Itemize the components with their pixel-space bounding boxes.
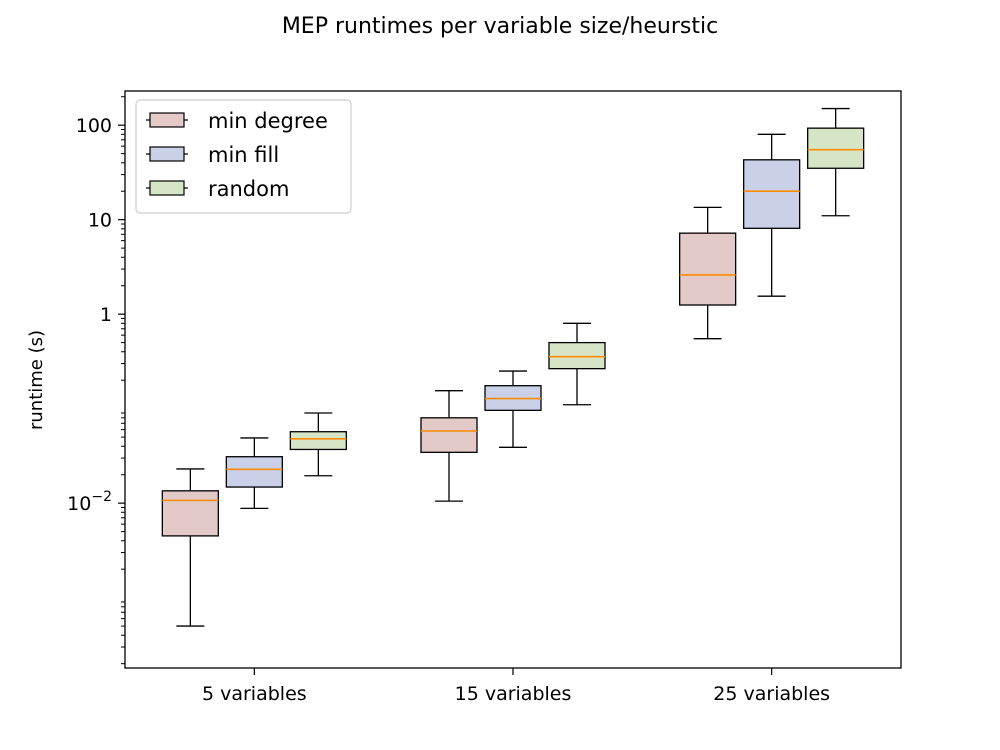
- box-min-fill: [225, 437, 283, 510]
- box-min-degree: [420, 390, 478, 502]
- box-random: [548, 322, 606, 406]
- box-iqr: [807, 127, 865, 169]
- x-tick-label: 25 variables: [713, 683, 830, 705]
- box-iqr: [161, 490, 219, 537]
- y-tick-label: 10: [88, 210, 112, 232]
- legend-swatch: [149, 112, 185, 128]
- box-random: [807, 107, 865, 217]
- legend-label: random: [208, 177, 289, 201]
- y-tick-label: 1: [100, 304, 112, 326]
- x-axis: 5 variables 15 variables 25 variables: [202, 668, 830, 705]
- box-random: [289, 412, 347, 477]
- y-tick-label: 10−2: [67, 489, 112, 515]
- legend-label: min degree: [208, 109, 328, 133]
- y-axis: 10−2 1 10 100: [67, 96, 125, 665]
- box-iqr: [420, 417, 478, 453]
- box-min-degree: [161, 468, 219, 627]
- chart-title: MEP runtimes per variable size/heurstic: [282, 14, 718, 39]
- y-axis-label: runtime (s): [26, 330, 47, 430]
- box-min-degree: [679, 206, 737, 340]
- legend-swatch: [149, 146, 185, 162]
- box-iqr: [679, 232, 737, 306]
- boxes-layer: [161, 107, 865, 627]
- legend-label: min fill: [208, 143, 279, 167]
- legend-item-min-fill: min fill: [146, 143, 279, 167]
- legend-frame: [135, 99, 352, 214]
- box-iqr: [743, 159, 801, 229]
- x-tick-label: 15 variables: [455, 683, 572, 705]
- box-min-fill: [743, 133, 801, 297]
- legend-swatch: [149, 180, 185, 196]
- legend-item-random: random: [146, 177, 289, 201]
- x-tick-label: 5 variables: [202, 683, 307, 705]
- box-min-fill: [484, 370, 542, 448]
- box-iqr: [289, 431, 347, 451]
- y-tick-label: 100: [76, 115, 112, 137]
- legend: min degree min fill random: [135, 99, 352, 214]
- box-iqr: [225, 456, 283, 488]
- legend-item-min-degree: min degree: [146, 109, 328, 133]
- box-iqr: [548, 341, 606, 370]
